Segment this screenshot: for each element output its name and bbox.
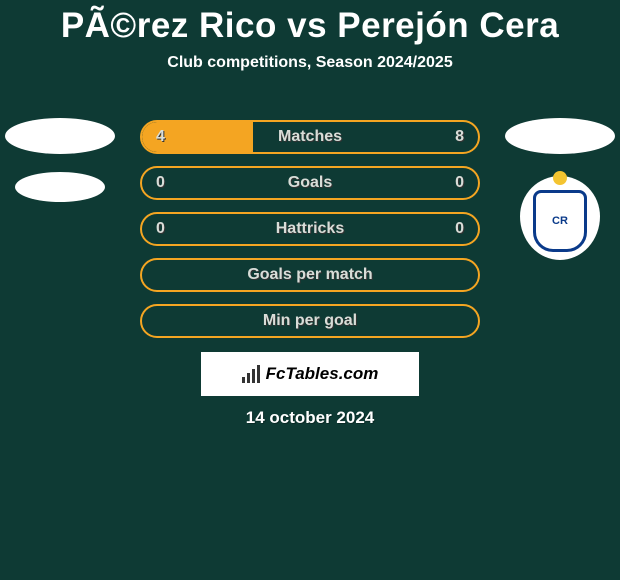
source-logo-text: FcTables.com [266,364,379,384]
placeholder-ellipse-icon [15,172,105,202]
stat-label: Goals [288,174,332,192]
player-right-badges [500,118,620,260]
stat-label: Goals per match [247,266,372,284]
club-crest-icon [520,176,600,260]
stat-label: Min per goal [263,312,357,330]
stat-left-value: 0 [156,220,165,238]
source-logo: FcTables.com [201,352,419,396]
stat-row-goals: 0 Goals 0 [140,166,480,200]
player-left-badges [0,118,120,220]
stat-left-value: 0 [156,174,165,192]
placeholder-ellipse-icon [5,118,115,154]
stat-row-matches: 4 Matches 8 [140,120,480,154]
stat-row-min-per-goal: Min per goal [140,304,480,338]
stat-right-value: 8 [455,128,464,146]
stat-right-value: 0 [455,174,464,192]
stats-bars: 4 Matches 8 0 Goals 0 0 Hattricks 0 Goal… [140,120,480,350]
placeholder-ellipse-icon [505,118,615,154]
stat-label: Hattricks [276,220,344,238]
page-title: PÃ©rez Rico vs Perejón Cera [0,0,620,46]
page-subtitle: Club competitions, Season 2024/2025 [0,54,620,72]
bars-icon [242,365,260,383]
stat-row-goals-per-match: Goals per match [140,258,480,292]
stat-label: Matches [278,128,342,146]
stat-row-hattricks: 0 Hattricks 0 [140,212,480,246]
stat-left-value: 4 [156,128,165,146]
date-text: 14 october 2024 [0,408,620,428]
stat-right-value: 0 [455,220,464,238]
